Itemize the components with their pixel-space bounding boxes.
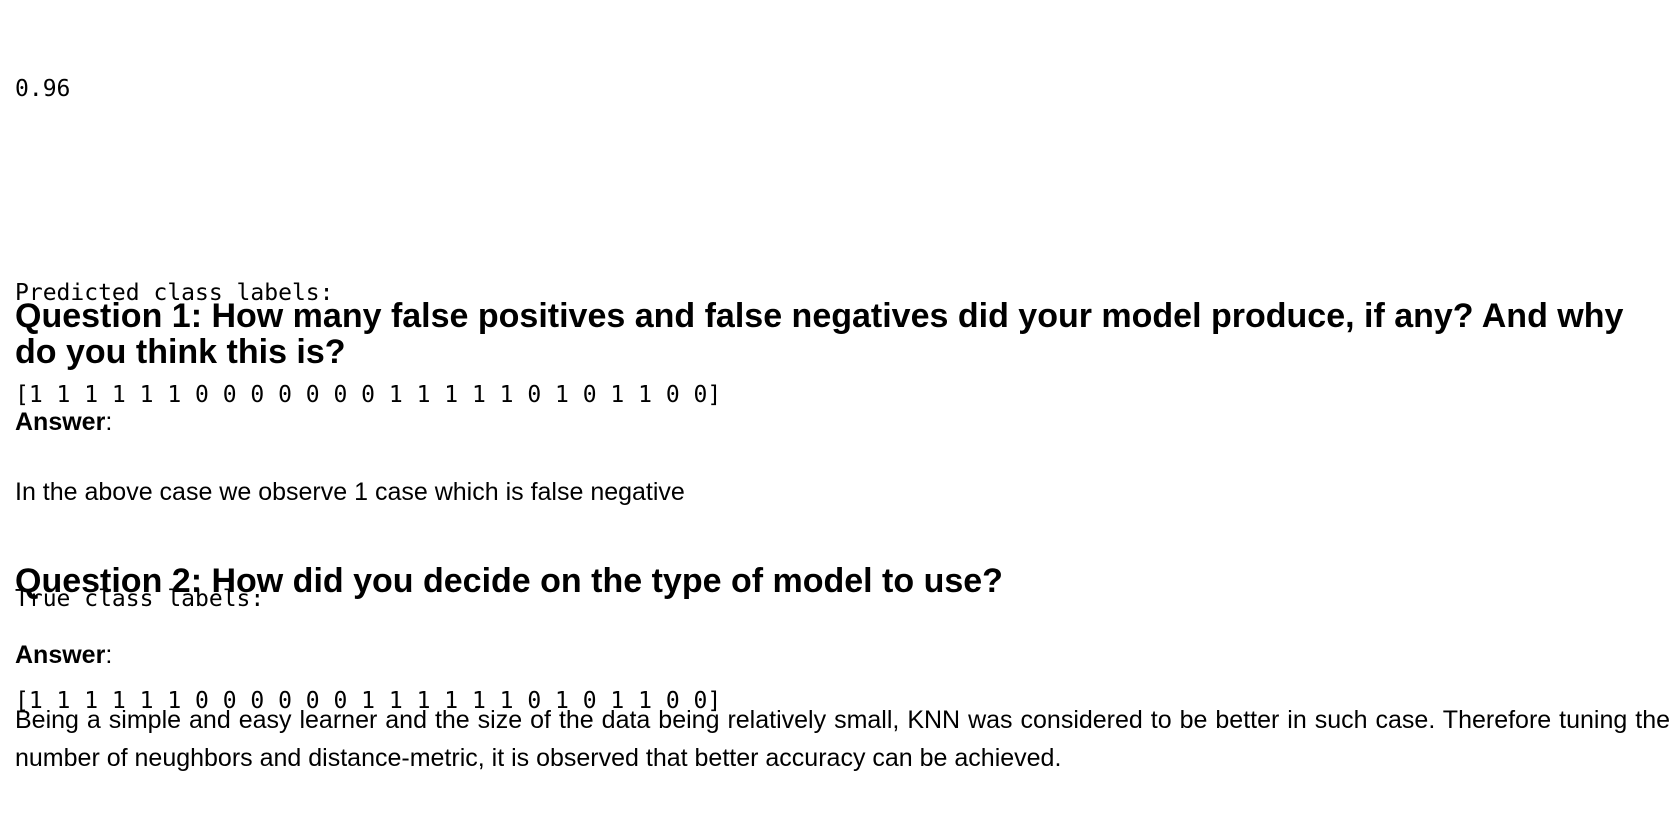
true-labels-heading: True class labels: bbox=[15, 586, 265, 612]
true-labels-array: [1 1 1 1 1 1 0 0 0 0 0 0 1 1 1 1 1 1 0 1… bbox=[15, 688, 722, 714]
question-2-heading: Question 2: How did you decide on the ty… bbox=[15, 562, 1003, 600]
answer-2-text-cell: Being a simple and easy learner and the … bbox=[15, 701, 1670, 777]
question-1-cell: Question 1: How many false positives and… bbox=[15, 298, 1670, 370]
predicted-labels-heading: Predicted class labels: bbox=[15, 280, 334, 306]
question-2-cell: Question 2: How did you decide on the ty… bbox=[15, 563, 1670, 599]
answer-2-label: Answer: bbox=[15, 640, 112, 670]
cell-output: 0.96 Predicted class labels: [1 1 1 1 1 … bbox=[15, 4, 721, 786]
answer-1-label: Answer: bbox=[15, 407, 112, 437]
answer-1-text: In the above case we observe 1 case whic… bbox=[15, 478, 685, 506]
answer-2-text: Being a simple and easy learner and the … bbox=[15, 706, 1670, 772]
answer-label-colon: : bbox=[105, 641, 113, 669]
answer-1-text-cell: In the above case we observe 1 case whic… bbox=[15, 473, 1670, 511]
answer-label-colon: : bbox=[105, 408, 113, 436]
accuracy-score: 0.96 bbox=[15, 76, 71, 102]
blank-line bbox=[15, 174, 721, 208]
answer-label-bold: Answer bbox=[15, 408, 106, 436]
answer-label-bold: Answer bbox=[15, 641, 106, 669]
question-1-heading: Question 1: How many false positives and… bbox=[15, 297, 1624, 371]
answer-2-label-cell: Answer: bbox=[15, 640, 112, 670]
answer-1-label-cell: Answer: bbox=[15, 407, 112, 437]
predicted-labels-array: [1 1 1 1 1 1 0 0 0 0 0 0 0 1 1 1 1 1 0 1… bbox=[15, 382, 722, 408]
